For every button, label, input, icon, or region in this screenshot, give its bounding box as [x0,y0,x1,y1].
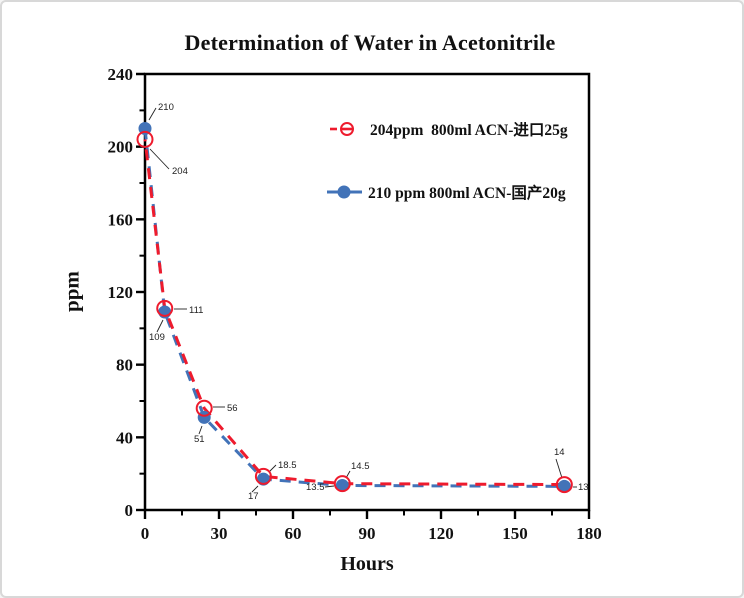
y-tick-label: 200 [108,138,134,157]
point-label: 13 [578,482,589,493]
point-label: 18.5 [278,460,297,471]
x-tick-label: 120 [428,524,454,543]
legend-open-circle [340,122,354,136]
data-point-marker-imported [333,475,351,493]
data-point-marker-imported [555,476,573,494]
point-label: 56 [227,403,238,414]
x-tick-label: 150 [502,524,528,543]
label-leader-line [198,425,203,435]
x-tick-label: 90 [359,524,376,543]
point-label: 51 [194,434,205,445]
y-tick-label: 0 [125,501,134,520]
data-point-marker-imported [254,467,272,485]
data-point-marker-domestic [335,478,349,492]
label-leader-line [555,458,563,479]
legend-label-domestic: 210 ppm 800ml ACN-国产20g [368,185,566,202]
y-tick-label: 240 [108,65,134,84]
point-label: 17 [248,491,259,502]
legend-entry-domestic: 210 ppm 800ml ACN-国产20g [327,182,566,202]
blue-line-filled-circle-icon [327,185,362,199]
point-label: 14 [554,447,565,458]
label-leader-line [251,485,259,493]
legend-entry-imported: 204ppm 800ml ACN-进口25g [329,119,568,139]
y-tick-label: 120 [108,283,134,302]
data-point-marker-domestic [197,410,211,424]
point-label: 14.5 [351,461,370,472]
x-tick-label: 30 [211,524,228,543]
chart-title: Determination of Water in Acetonitrile [184,30,556,55]
point-label: 204 [172,166,188,177]
x-tick-label: 0 [141,524,150,543]
label-leader-line [148,107,157,121]
legend-filled-circle [337,185,351,199]
series-line-1 [143,128,565,488]
point-label: 109 [149,332,165,343]
y-tick-label: 160 [108,210,134,229]
label-leader-line [149,148,170,170]
point-label: 210 [158,102,174,113]
point-label: 111 [189,305,203,316]
point-label: 13.5 [306,482,325,493]
data-point-marker-imported [156,299,174,317]
x-axis-title: Hours [340,553,394,575]
series-line-0 [143,139,565,487]
y-tick-label: 40 [116,428,133,447]
data-point-marker-domestic [557,479,571,493]
data-point-marker-imported [195,399,213,417]
x-tick-label: 60 [285,524,302,543]
red-dashed-open-circle-icon [330,122,354,136]
label-leader-line [268,464,277,473]
label-leader-line [156,319,164,333]
y-tick-label: 80 [116,356,133,375]
data-point-marker-imported [136,130,154,148]
x-tick-label: 180 [576,524,602,543]
legend-label-imported: 204ppm 800ml ACN-进口25g [370,122,568,139]
label-leader-line [324,485,335,488]
